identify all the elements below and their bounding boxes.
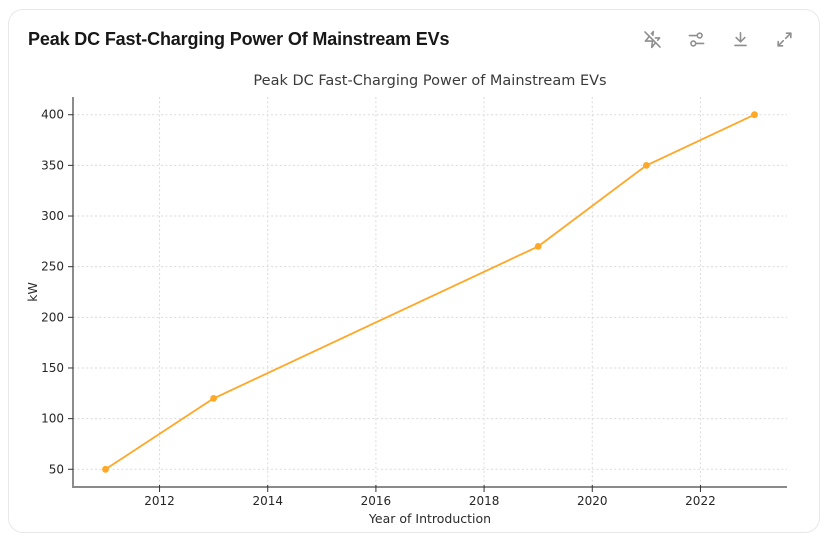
x-tick-label: 2012 [144, 494, 175, 508]
toggle-interactivity-button[interactable] [642, 29, 662, 49]
download-button[interactable] [730, 29, 750, 49]
card-header: Peak DC Fast-Charging Power Of Mainstrea… [28, 20, 794, 58]
card-title: Peak DC Fast-Charging Power Of Mainstrea… [28, 28, 450, 49]
expand-icon [776, 31, 792, 47]
data-line [105, 113, 755, 471]
x-tick-label: 2016 [361, 494, 392, 508]
x-tick-label: 2018 [469, 494, 500, 508]
download-icon [733, 31, 747, 46]
data-point [643, 162, 650, 169]
data-point [210, 395, 218, 402]
y-tick-label: 100 [41, 412, 64, 426]
x-tick-label: 2020 [577, 494, 608, 508]
x-axis-label: Year of Introduction [368, 511, 491, 526]
y-tick-label: 400 [41, 108, 64, 122]
y-tick-label: 350 [41, 158, 64, 172]
chart-settings-button[interactable] [686, 29, 706, 49]
x-tick-label: 2022 [685, 494, 716, 508]
y-axis-label: kW [25, 282, 40, 302]
expand-button[interactable] [774, 29, 794, 49]
y-tick-label: 50 [49, 462, 64, 476]
data-point [102, 465, 109, 473]
zap-off-icon [643, 30, 661, 48]
y-tick-label: 300 [41, 209, 64, 223]
y-tick-label: 150 [41, 361, 64, 375]
y-tick-label: 250 [41, 260, 64, 274]
sliders-icon [688, 31, 704, 47]
chart-card [8, 9, 820, 533]
data-point [751, 111, 758, 119]
x-tick-label: 2014 [252, 494, 283, 508]
y-tick-label: 200 [41, 310, 64, 324]
chart-toolbar [642, 29, 794, 49]
data-point [534, 243, 542, 250]
chart-title: Peak DC Fast-Charging Power of Mainstrea… [253, 73, 606, 89]
plot-area: 2012 2014 2016 2018 2020 2022 50 100 150 200 250 30… [41, 97, 787, 508]
